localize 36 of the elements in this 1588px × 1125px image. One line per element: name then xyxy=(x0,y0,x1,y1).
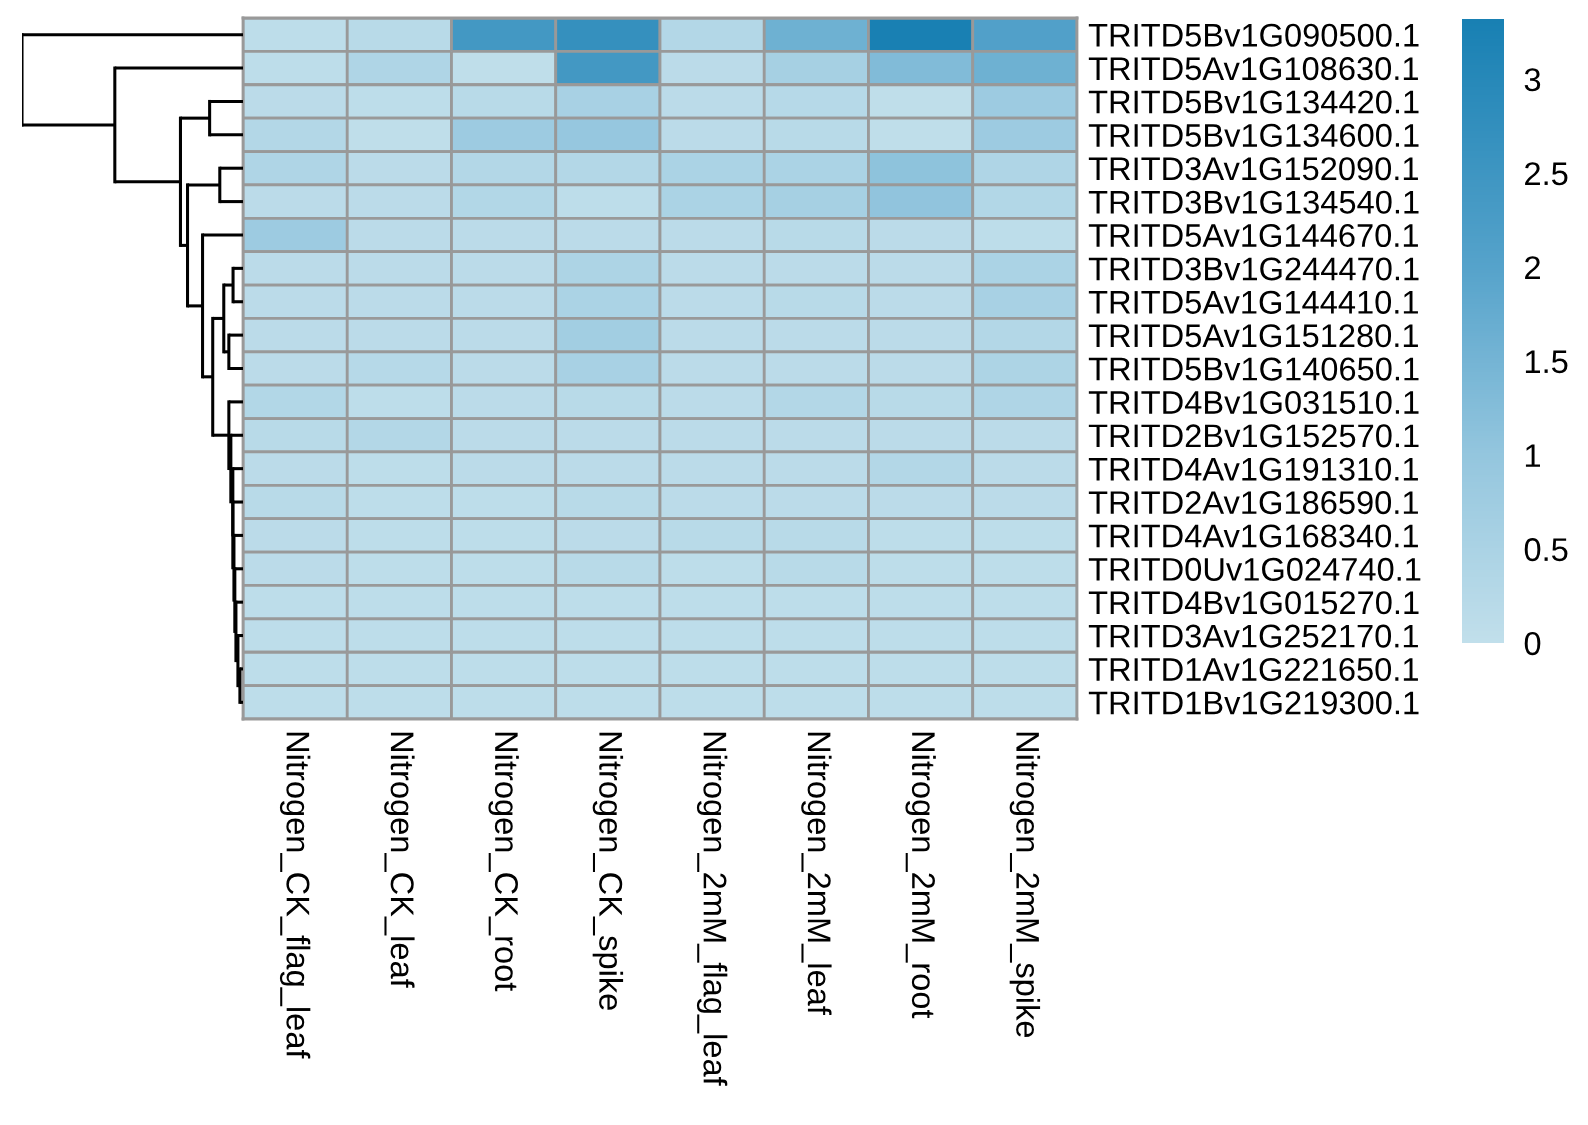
color-bar-label: 2 xyxy=(1525,256,1540,279)
y-tick-label: TRITD4Bv1G031510.1 xyxy=(1088,390,1419,415)
y-tick-label: TRITD4Av1G191310.1 xyxy=(1088,457,1418,481)
x-tick-label: Nitrogen_2mM_leaf xyxy=(801,732,832,1015)
y-tick-label: TRITD5Av1G108630.1 xyxy=(1088,57,1418,81)
y-tick-label: TRITD5Av1G144410.1 xyxy=(1088,290,1418,314)
x-tick-label: Nitrogen_2mM_flag_leaf xyxy=(696,732,728,1086)
y-tick-label: TRITD5Bv1G140650.1 xyxy=(1088,357,1419,381)
y-tick-label: TRITD1Av1G221650.1 xyxy=(1088,657,1418,682)
x-tick-label: Nitrogen_CK_leaf xyxy=(384,732,415,988)
y-tick-label: TRITD1Bv1G219300.1 xyxy=(1088,691,1419,715)
y-tick-label: TRITD3Av1G252170.1 xyxy=(1088,624,1418,648)
y-tick-label: TRITD5Av1G151280.1 xyxy=(1088,324,1418,348)
color-bar-label: 3 xyxy=(1524,68,1541,92)
x-tick-label: Nitrogen_2mM_spike xyxy=(1009,732,1041,1038)
color-bar-label: 1 xyxy=(1525,444,1540,467)
x-tick-label: Nitrogen_2mM_root xyxy=(905,732,936,1019)
y-tick-label: TRITD2Bv1G152570.1 xyxy=(1088,424,1419,448)
y-tick-label: TRITD2Av1G186590.1 xyxy=(1088,491,1418,515)
x-tick-label: Nitrogen_CK_spike xyxy=(592,732,624,1010)
y-tick-label: TRITD5Bv1G090500.1 xyxy=(1088,23,1419,47)
color-bar-label: 0.5 xyxy=(1524,538,1568,562)
color-bar-label: 1.5 xyxy=(1525,350,1568,374)
y-tick-label: TRITD0Uv1G024740.1 xyxy=(1088,557,1421,581)
y-tick-label: TRITD5Bv1G134600.1 xyxy=(1088,123,1419,147)
y-tick-label: TRITD3Av1G152090.1 xyxy=(1088,157,1418,181)
y-tick-label: TRITD3Bv1G244470.1 xyxy=(1088,257,1419,281)
y-tick-label: TRITD5Bv1G134420.1 xyxy=(1088,90,1419,114)
y-tick-label: TRITD5Av1G144670.1 xyxy=(1088,224,1418,248)
y-tick-label: TRITD4Av1G168340.1 xyxy=(1088,524,1418,548)
x-tick-label: Nitrogen_CK_root xyxy=(488,732,519,992)
color-bar-label: 0 xyxy=(1524,632,1541,656)
y-tick-label: TRITD4Bv1G015270.1 xyxy=(1088,591,1419,615)
color-bar-label: 2.5 xyxy=(1525,162,1568,186)
y-tick-label: TRITD3Bv1G134540.1 xyxy=(1088,190,1419,214)
x-tick-label: Nitrogen_CK_flag_leaf xyxy=(279,732,311,1059)
